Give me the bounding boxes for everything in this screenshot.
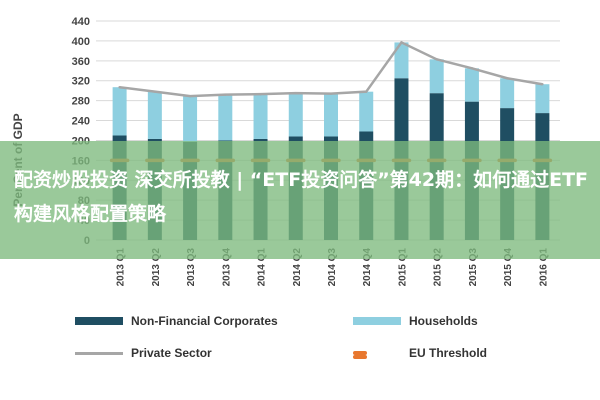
- point-private-sector: [153, 90, 157, 93]
- x-tick-label: 2013 Q4: [221, 248, 232, 287]
- legend-label-nfc: Non-Financial Corporates: [131, 314, 278, 328]
- bar-households: [464, 68, 479, 102]
- bar-households: [394, 42, 409, 79]
- legend-swatch-private-sector: [75, 351, 123, 355]
- bar-households: [359, 91, 374, 132]
- y-tick-label: 240: [72, 116, 90, 128]
- bar-households: [535, 84, 550, 114]
- point-private-sector: [541, 83, 544, 86]
- chart-legend: Non-Financial Corporates Households Priv…: [75, 308, 545, 378]
- point-private-sector: [329, 92, 333, 95]
- y-tick-label: 320: [72, 76, 90, 88]
- bar-households: [112, 87, 127, 136]
- x-tick-label: 2013 Q2: [151, 248, 162, 287]
- x-tick-label: 2014 Q2: [292, 248, 303, 287]
- y-tick-label: 440: [72, 16, 90, 28]
- x-tick-label: 2015 Q3: [468, 248, 479, 287]
- point-private-sector: [505, 77, 509, 80]
- point-private-sector: [224, 93, 227, 96]
- x-tick-label: 2014 Q3: [327, 248, 338, 287]
- legend-swatch-households: [353, 317, 401, 325]
- point-private-sector: [470, 67, 474, 70]
- point-private-sector: [435, 58, 438, 61]
- y-tick-label: 360: [72, 56, 90, 68]
- bar-households: [147, 91, 162, 139]
- bar-households: [288, 93, 303, 137]
- x-tick-label: 2016 Q1: [538, 248, 549, 287]
- x-tick-label: 2014 Q4: [362, 248, 373, 287]
- legend-swatch-nfc: [75, 317, 123, 325]
- point-private-sector: [294, 91, 297, 95]
- bar-households: [183, 96, 198, 142]
- legend-label-private-sector: Private Sector: [131, 346, 212, 360]
- point-private-sector: [118, 85, 121, 89]
- bar-households: [218, 94, 233, 141]
- y-tick-label: 400: [72, 36, 90, 48]
- legend-item-eu-threshold: EU Threshold: [353, 346, 487, 360]
- legend-swatch-eu-threshold: [353, 351, 401, 359]
- x-tick-label: 2014 Q1: [257, 248, 268, 287]
- legend-item-households: Households: [353, 314, 478, 328]
- legend-label-households: Households: [409, 314, 478, 328]
- point-private-sector: [400, 41, 403, 44]
- bar-households: [253, 94, 268, 139]
- legend-item-nfc: Non-Financial Corporates: [75, 314, 278, 328]
- point-private-sector: [365, 90, 368, 93]
- point-private-sector: [188, 94, 192, 98]
- x-tick-label: 2013 Q1: [116, 248, 127, 287]
- x-tick-label: 2015 Q1: [397, 248, 408, 287]
- bar-households: [324, 93, 338, 137]
- overlay-banner: [0, 141, 600, 259]
- legend-label-eu-threshold: EU Threshold: [409, 346, 488, 360]
- x-tick-label: 2015 Q2: [433, 248, 444, 287]
- banner-title[interactable]: 配资炒股投资 深交所投教 | “ETF投资问答”第42期：如何通过ETF构建风格…: [14, 169, 589, 225]
- legend-item-private-sector: Private Sector: [75, 346, 212, 360]
- point-private-sector: [259, 92, 262, 96]
- bar-households: [500, 78, 515, 109]
- x-tick-label: 2015 Q4: [503, 248, 514, 287]
- y-tick-label: 280: [72, 96, 90, 108]
- bar-households: [429, 59, 444, 94]
- x-tick-label: 2013 Q3: [186, 248, 197, 287]
- line-private-sector: [119, 40, 543, 98]
